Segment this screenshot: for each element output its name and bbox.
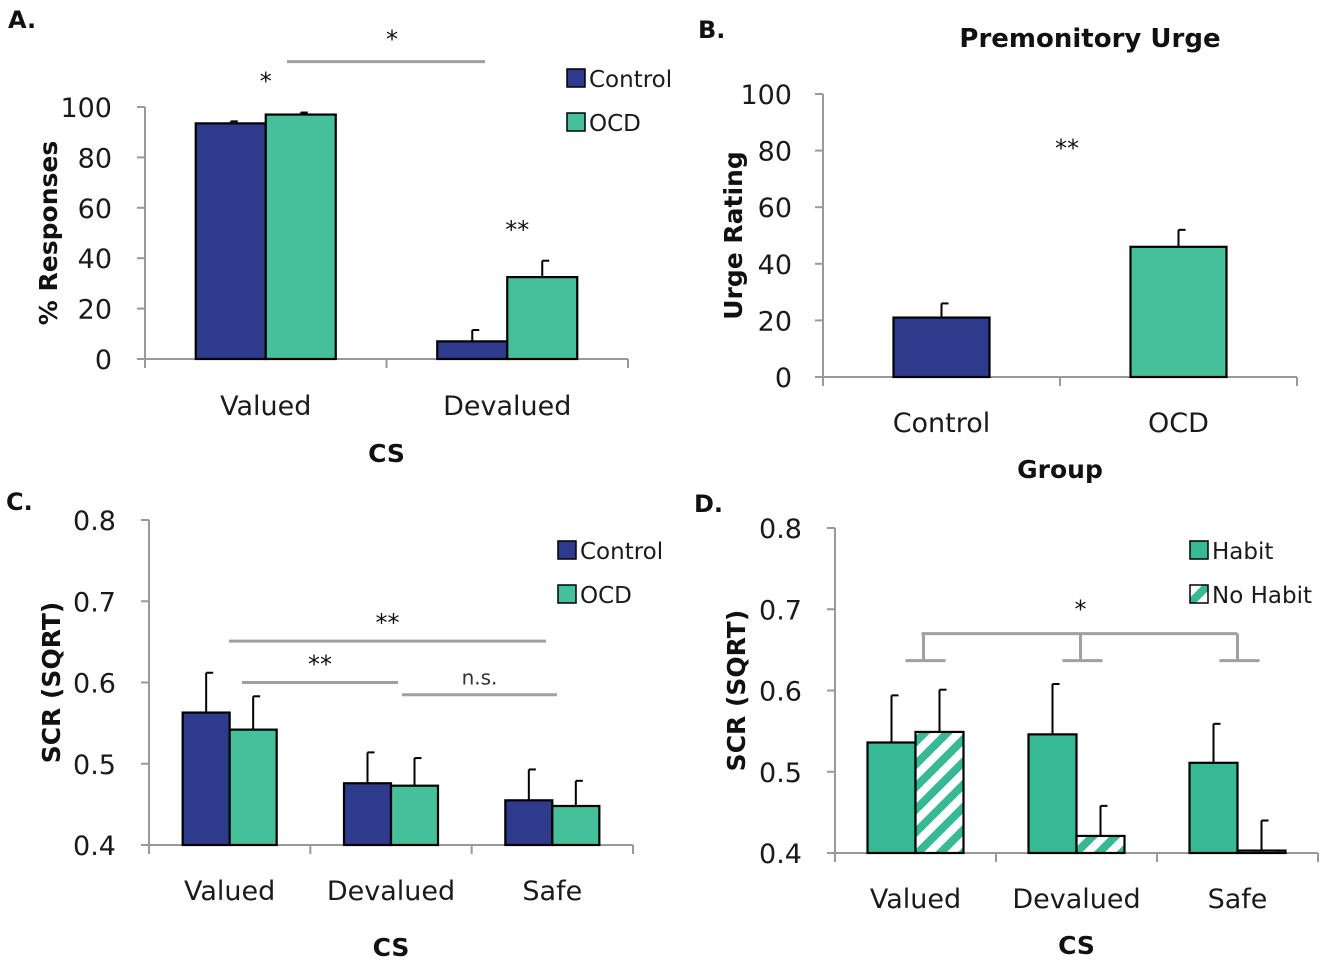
bar-control <box>181 711 231 847</box>
y-tick-label: 100 <box>60 93 112 124</box>
panel-b: B. Premonitory Urge 0 20 40 60 80 100 Control OCD… <box>698 16 1298 484</box>
y-tick-label: 20 <box>78 295 112 326</box>
x-tick-label: Safe <box>1208 884 1268 915</box>
y-tick-label: 80 <box>758 137 792 168</box>
y-tick-label: 0.8 <box>73 506 116 537</box>
legend-label: Control <box>589 67 672 93</box>
panel-a: A. 0 20 40 60 80 100 Valued Devalued CS % Response… <box>8 6 672 468</box>
bar-habit <box>1188 761 1239 855</box>
legend-swatch <box>557 584 577 604</box>
y-tick-label: 0 <box>775 363 792 394</box>
x-tick-label: Devalued <box>443 391 571 422</box>
bar-control <box>436 340 509 361</box>
y-tick-label: 0.5 <box>759 758 802 789</box>
bar-no-habit <box>1236 849 1287 855</box>
panel-letter: A. <box>8 6 36 34</box>
bar <box>1129 245 1228 379</box>
panel-letter: C. <box>6 488 33 516</box>
x-tick-label: Valued <box>220 391 311 422</box>
y-tick-label: 0.7 <box>759 595 802 626</box>
y-tick-label: 0.8 <box>759 514 802 545</box>
legend-swatch <box>1189 584 1209 604</box>
bar-control <box>504 799 554 847</box>
bar-no-habit <box>914 730 965 855</box>
y-tick-label: 80 <box>78 143 112 174</box>
panel-c: C. 0.4 0.5 0.6 0.7 0.8 Valued Devalued Safe CS SCR… <box>6 488 663 961</box>
y-tick-label: 0.5 <box>73 750 116 781</box>
legend-label: Habit <box>1212 539 1273 565</box>
significance-label: * <box>1075 596 1087 624</box>
y-tick-label: 100 <box>740 80 792 111</box>
bar-ocd <box>551 804 601 847</box>
significance-label: ** <box>505 216 529 244</box>
chart-title: Premonitory Urge <box>959 24 1220 54</box>
x-tick-label: Valued <box>184 876 275 907</box>
bar-habit <box>1027 733 1078 855</box>
x-axis-title: CS <box>1058 931 1095 960</box>
legend-label: OCD <box>580 583 632 609</box>
x-tick-label: Devalued <box>1012 884 1140 915</box>
legend-label: OCD <box>589 111 641 137</box>
legend-label: Control <box>580 539 663 565</box>
legend-swatch <box>1189 540 1209 560</box>
y-tick-label: 60 <box>78 194 112 225</box>
y-axis-title: SCR (SQRT) <box>37 602 66 764</box>
legend-label: No Habit <box>1212 583 1312 609</box>
bar-ocd <box>228 728 278 847</box>
bar-control <box>194 122 267 361</box>
panel-d: D. 0.4 0.5 0.6 0.7 0.8 Valued Devalued Safe CS SCR… <box>694 490 1319 960</box>
bar-control <box>342 782 393 847</box>
x-axis-title: CS <box>368 439 405 468</box>
x-tick-label: Control <box>893 408 991 439</box>
y-tick-label: 0.6 <box>73 669 116 700</box>
y-tick-label: 40 <box>758 250 792 281</box>
x-tick-label: OCD <box>1148 408 1209 439</box>
bar-ocd <box>506 276 579 361</box>
y-tick-label: 0.4 <box>73 831 116 862</box>
y-tick-label: 20 <box>758 306 792 337</box>
bar-no-habit <box>1075 834 1126 855</box>
x-tick-label: Safe <box>522 876 582 907</box>
legend-swatch <box>566 112 586 132</box>
significance-label: ** <box>308 651 332 679</box>
y-axis-title: % Responses <box>34 141 63 325</box>
y-axis-title: Urge Rating <box>719 151 748 320</box>
y-tick-label: 60 <box>758 193 792 224</box>
legend-swatch <box>557 540 577 560</box>
x-tick-label: Devalued <box>327 876 455 907</box>
y-tick-label: 0.7 <box>73 587 116 618</box>
significance-label: ** <box>376 609 400 637</box>
y-axis-title: SCR (SQRT) <box>722 610 751 772</box>
y-tick-label: 0.4 <box>759 839 802 870</box>
significance-label: ** <box>1055 134 1079 162</box>
significance-label: * <box>386 26 398 54</box>
y-tick-label: 0 <box>95 345 112 376</box>
significance-label: * <box>260 67 272 95</box>
bar-habit <box>866 741 917 855</box>
y-tick-label: 40 <box>78 244 112 275</box>
x-axis-title: CS <box>373 933 410 961</box>
x-axis-title: Group <box>1017 455 1103 484</box>
bar-ocd <box>389 784 440 847</box>
bar-ocd <box>264 113 337 361</box>
legend-swatch <box>566 68 586 88</box>
panel-letter: B. <box>698 16 725 44</box>
significance-label: n.s. <box>462 666 498 690</box>
panel-letter: D. <box>694 490 723 518</box>
x-tick-label: Valued <box>870 884 961 915</box>
bar <box>892 316 991 379</box>
y-tick-label: 0.6 <box>759 677 802 708</box>
